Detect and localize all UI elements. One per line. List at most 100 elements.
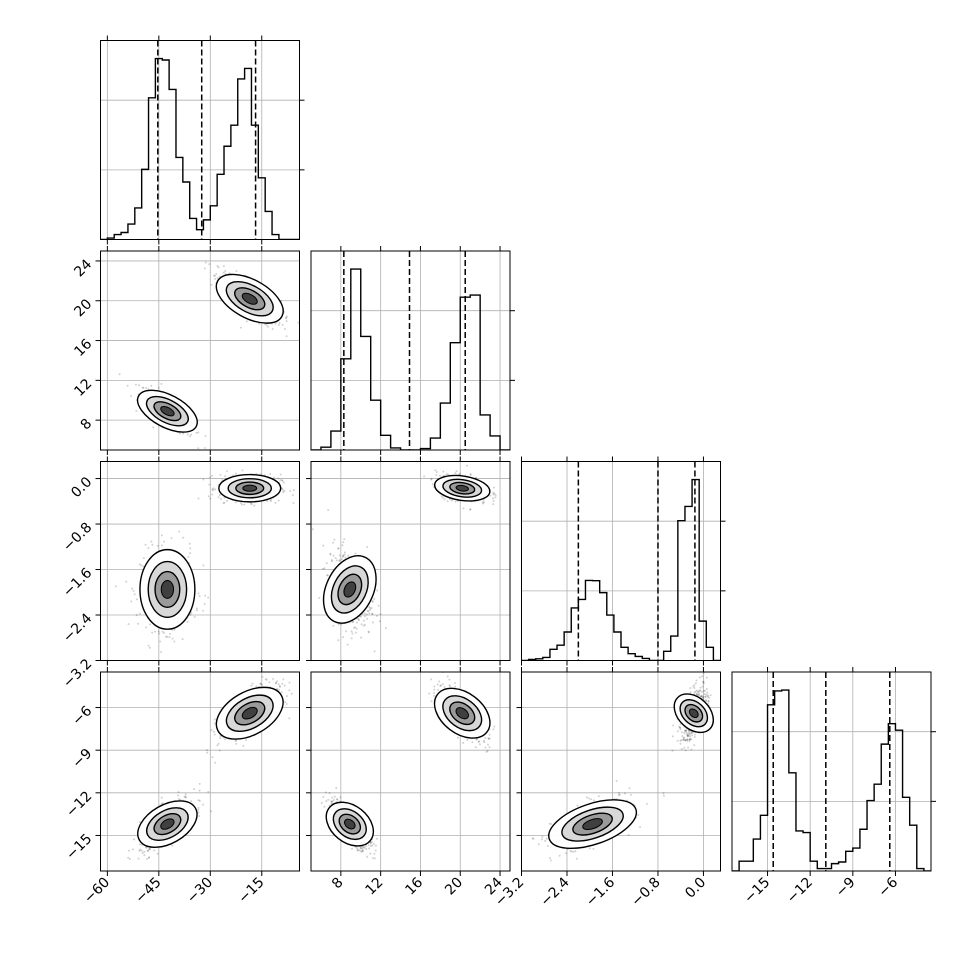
sample-point: [455, 470, 458, 473]
sample-point: [189, 552, 192, 555]
sample-point: [241, 469, 244, 472]
sample-point: [493, 492, 496, 495]
sample-point: [488, 737, 491, 740]
y-tick-label: −1.6: [60, 565, 95, 600]
sample-point: [274, 501, 277, 504]
sample-point: [141, 852, 144, 855]
sample-point: [373, 650, 376, 653]
sample-point: [163, 632, 166, 635]
sample-point: [337, 639, 340, 642]
sample-point: [339, 796, 342, 799]
sample-point: [142, 565, 145, 568]
sample-point: [373, 597, 376, 600]
sample-point: [320, 802, 323, 805]
sample-point: [283, 327, 286, 330]
sample-point: [353, 627, 356, 630]
sample-point: [281, 488, 284, 491]
sample-point: [484, 746, 487, 749]
sample-point: [366, 855, 369, 858]
panel-frame: [100, 671, 300, 872]
sample-point: [335, 559, 338, 562]
sample-point: [219, 473, 222, 476]
sample-point: [204, 261, 207, 264]
y-tick-label: −15: [63, 831, 95, 863]
sample-point: [360, 636, 363, 639]
sample-point: [469, 473, 472, 476]
sample-point: [332, 554, 335, 557]
sample-point: [462, 741, 465, 744]
sample-point: [275, 681, 278, 684]
sample-point: [366, 610, 369, 613]
sample-point: [456, 736, 459, 739]
sample-point: [195, 609, 198, 612]
sample-point: [130, 394, 133, 397]
y-tick-label: −0.8: [60, 520, 95, 555]
sample-point: [378, 620, 381, 623]
sample-point: [187, 555, 190, 558]
sample-point: [208, 476, 211, 479]
sample-point: [215, 273, 218, 276]
x-tick-label: 16: [402, 874, 426, 898]
sample-point: [282, 491, 285, 494]
sample-point: [235, 742, 238, 745]
sample-point: [430, 678, 433, 681]
x-tick-label: 20: [442, 875, 466, 899]
sample-point: [371, 612, 374, 615]
sample-point: [367, 631, 370, 634]
sample-point: [270, 499, 273, 502]
x-tick-label: 12: [363, 875, 387, 899]
sample-point: [234, 501, 237, 504]
sample-point: [177, 794, 180, 797]
sample-point: [171, 844, 174, 847]
y-tick-label: 20: [71, 296, 95, 320]
sample-point: [216, 277, 219, 280]
sample-point: [482, 501, 485, 504]
sample-point: [369, 842, 372, 845]
sample-point: [234, 472, 237, 475]
sample-point: [441, 683, 444, 686]
sample-point: [325, 800, 328, 803]
sample-point: [160, 544, 163, 547]
sample-point: [357, 849, 360, 852]
sample-point: [216, 744, 219, 747]
sample-point: [331, 796, 334, 799]
sample-point: [214, 277, 217, 280]
sample-point: [197, 811, 200, 814]
sample-point: [279, 685, 282, 688]
sample-point: [217, 742, 220, 745]
sample-point: [335, 797, 338, 800]
sample-point: [183, 795, 186, 798]
sample-point: [331, 560, 334, 563]
sample-point: [368, 612, 371, 615]
sample-point: [184, 793, 187, 796]
sample-point: [250, 503, 253, 506]
sample-point: [443, 685, 446, 688]
sample-point: [135, 613, 138, 616]
sample-point: [204, 434, 207, 437]
density-contour: [160, 579, 175, 599]
sample-point: [126, 384, 129, 387]
sample-point: [206, 751, 209, 754]
sample-point: [283, 490, 286, 493]
sample-point: [471, 741, 474, 744]
sample-point: [326, 574, 329, 577]
sample-point: [285, 317, 288, 320]
sample-point: [261, 683, 264, 686]
sample-point: [222, 265, 225, 268]
sample-point: [148, 848, 151, 851]
sample-point: [156, 544, 159, 547]
sample-point: [178, 432, 181, 435]
sample-point: [549, 859, 552, 862]
sample-point: [142, 556, 145, 559]
sample-point: [285, 703, 288, 706]
sample-point: [361, 847, 364, 850]
sample-point: [169, 632, 172, 635]
sample-point: [239, 501, 242, 504]
sample-point: [210, 810, 213, 813]
sample-point: [321, 567, 324, 570]
sample-point: [193, 788, 196, 791]
sample-point: [450, 499, 453, 502]
density-contour: [455, 707, 469, 720]
sample-point: [285, 320, 288, 323]
sample-point: [146, 857, 149, 860]
